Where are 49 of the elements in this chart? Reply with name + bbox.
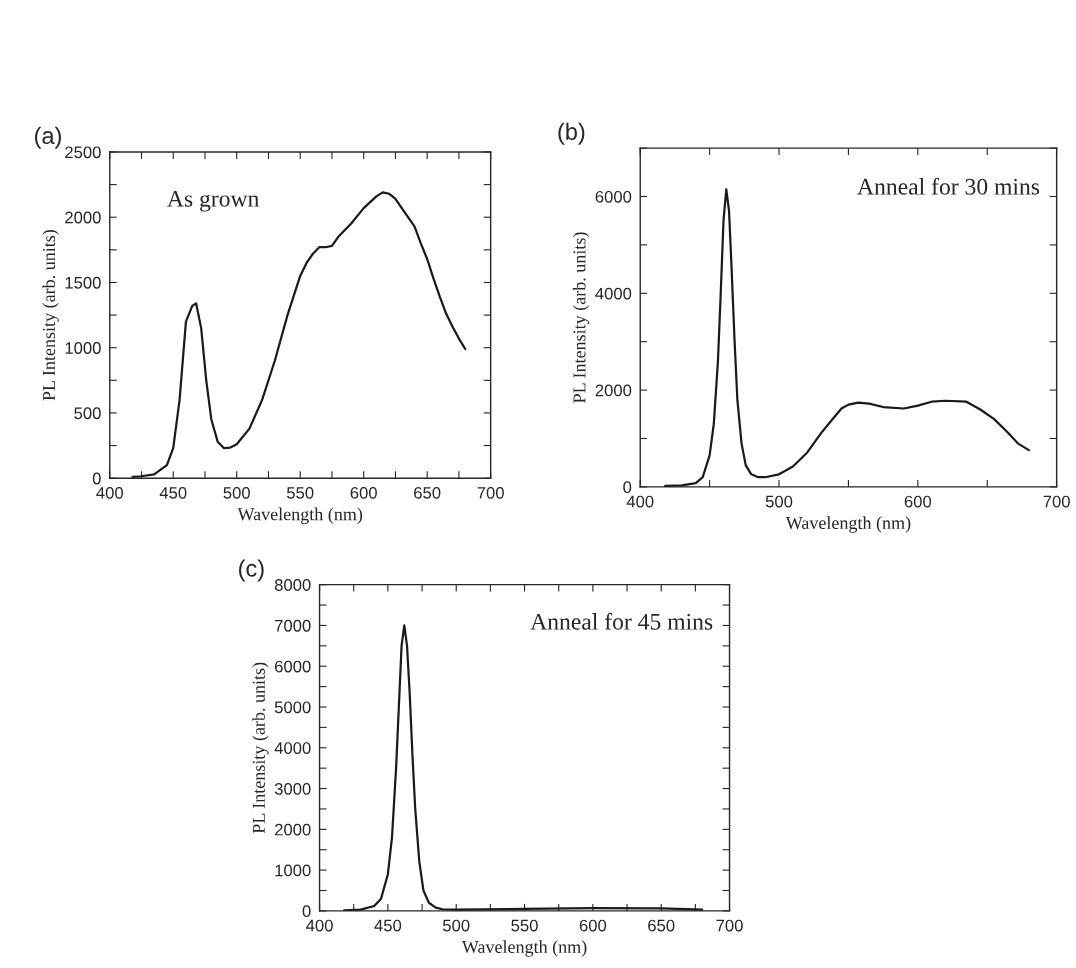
x-tick-label: 700	[477, 486, 504, 499]
x-tick-label: 700	[1043, 495, 1070, 508]
annotation: As grown	[167, 190, 259, 212]
y-tick-label: 3000	[274, 782, 311, 795]
x-tick-label: 500	[223, 486, 250, 499]
x-tick-label: 500	[765, 495, 793, 508]
y-tick-label: 8000	[274, 579, 311, 591]
x-tick-label: 550	[286, 486, 314, 499]
x-tick-label: 400	[96, 486, 124, 499]
y-tick-label: 0	[623, 481, 632, 494]
x-tick-label: 600	[579, 919, 607, 932]
text: (c)	[239, 559, 264, 582]
x-tick-label: 600	[350, 486, 377, 499]
y-tick-label: 6000	[275, 660, 311, 673]
annotation: Anneal for 30 mins	[857, 177, 1040, 195]
y-tick-label: 500	[74, 407, 101, 420]
y-tick-label: 2000	[595, 384, 632, 397]
y-tick-label: 7000	[275, 619, 311, 632]
x-tick-label: 450	[159, 486, 187, 499]
y-axis-title: PL Intensity (arb. units)	[42, 229, 59, 401]
x-axis-title: Wavelength (nm)	[785, 516, 911, 533]
y-tick-label: 4000	[595, 287, 632, 300]
y-tick-label: 0	[302, 905, 311, 918]
y-tick-label: 2500	[65, 146, 101, 159]
x-tick-label: 400	[306, 919, 333, 932]
y-tick-label: 5000	[274, 701, 311, 714]
y-axis-title: PL Intensity (arb. units)	[572, 232, 590, 403]
x-tick-label: 650	[648, 919, 675, 932]
x-axis-title: Wavelength (nm)	[237, 507, 363, 525]
text: (b)	[558, 122, 585, 145]
x-tick-label: 500	[442, 919, 470, 932]
x-tick-label: 450	[374, 919, 402, 932]
y-axis-title: PL Intensity (arb. units)	[252, 662, 269, 834]
x-tick-label: 400	[626, 495, 654, 508]
y-tick-label: 1500	[65, 276, 101, 289]
x-tick-label: 700	[716, 919, 743, 932]
x-axis-title: Wavelength (nm)	[461, 940, 587, 957]
annotation: Anneal for 45 mins	[530, 612, 713, 630]
y-tick-label: 2000	[275, 823, 311, 836]
x-tick-label: 550	[511, 919, 538, 932]
text: (a)	[35, 126, 61, 149]
x-tick-label: 600	[904, 495, 932, 508]
y-tick-label: 2000	[65, 211, 101, 224]
x-tick-label: 650	[414, 486, 441, 499]
y-tick-label: 4000	[274, 742, 311, 754]
y-tick-label: 1000	[275, 864, 311, 877]
y-tick-label: 6000	[595, 190, 632, 203]
y-tick-label: 1000	[65, 342, 101, 354]
y-tick-label: 0	[92, 472, 101, 485]
